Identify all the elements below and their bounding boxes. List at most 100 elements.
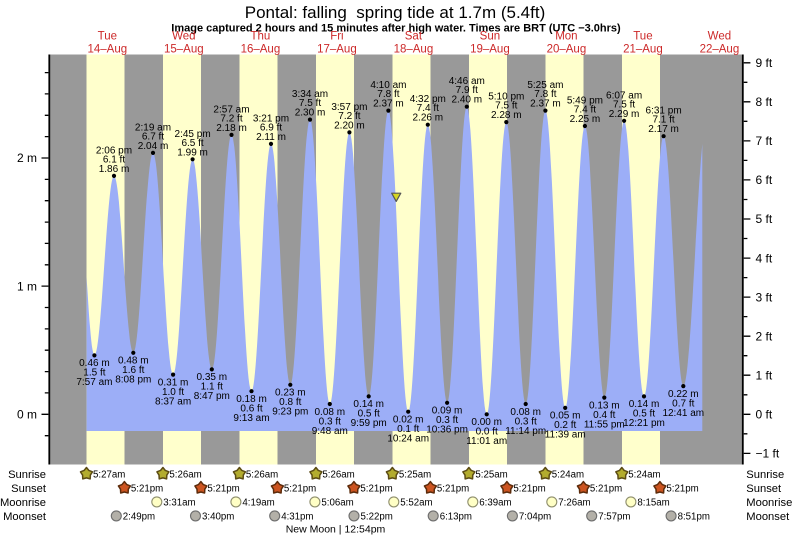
svg-text:3 ft: 3 ft <box>756 290 773 304</box>
svg-text:6:39am: 6:39am <box>479 498 511 509</box>
svg-text:2.11 m: 2.11 m <box>256 132 286 143</box>
svg-text:6 ft: 6 ft <box>756 173 773 187</box>
svg-text:0.48 m: 0.48 m <box>118 356 149 367</box>
svg-text:5:25 am: 5:25 am <box>527 80 563 91</box>
svg-text:2.20 m: 2.20 m <box>334 120 365 131</box>
svg-text:New Moon | 12:54pm: New Moon | 12:54pm <box>286 524 386 536</box>
svg-text:9:13 am: 9:13 am <box>233 413 269 424</box>
svg-text:2:45 pm: 2:45 pm <box>175 129 211 140</box>
svg-text:5:21pm: 5:21pm <box>131 484 163 495</box>
svg-text:5:26am: 5:26am <box>322 470 354 481</box>
svg-text:8:47 pm: 8:47 pm <box>194 391 230 402</box>
svg-text:7.2 ft: 7.2 ft <box>338 111 360 122</box>
svg-text:6.1 ft: 6.1 ft <box>103 154 125 165</box>
svg-text:7.5 ft: 7.5 ft <box>495 101 517 112</box>
svg-text:4:19am: 4:19am <box>242 498 274 509</box>
svg-text:8:37 am: 8:37 am <box>155 396 191 407</box>
svg-text:2.18 m: 2.18 m <box>216 123 247 134</box>
svg-text:5:21pm: 5:21pm <box>284 484 316 495</box>
svg-text:9:59 pm: 9:59 pm <box>351 418 387 429</box>
svg-text:9:23 pm: 9:23 pm <box>272 407 308 418</box>
svg-text:Moonset: Moonset <box>746 511 790 523</box>
svg-text:2.30 m: 2.30 m <box>295 108 326 119</box>
svg-text:Sunset: Sunset <box>11 483 47 495</box>
svg-text:5:21pm: 5:21pm <box>590 484 622 495</box>
svg-text:−1 ft: −1 ft <box>756 447 780 461</box>
svg-text:0 m: 0 m <box>17 408 37 422</box>
svg-text:12:21 pm: 12:21 pm <box>623 418 665 429</box>
svg-text:3:34 am: 3:34 am <box>292 89 328 100</box>
svg-text:0.13 m: 0.13 m <box>589 400 620 411</box>
svg-text:0.08 m: 0.08 m <box>315 407 346 418</box>
svg-text:0.0 ft: 0.0 ft <box>476 427 498 438</box>
svg-text:2:57 am: 2:57 am <box>213 104 249 115</box>
svg-text:3:31am: 3:31am <box>163 498 195 509</box>
svg-text:11:55 pm: 11:55 pm <box>584 419 625 430</box>
svg-text:14–Aug: 14–Aug <box>87 44 127 56</box>
svg-text:5:21pm: 5:21pm <box>207 484 239 495</box>
svg-text:Thu: Thu <box>250 31 270 43</box>
svg-text:7:57pm: 7:57pm <box>598 512 630 523</box>
svg-text:4:31pm: 4:31pm <box>281 512 313 523</box>
svg-text:7:57 am: 7:57 am <box>76 377 112 388</box>
svg-text:2.04 m: 2.04 m <box>138 141 169 152</box>
svg-text:1.0 ft: 1.0 ft <box>162 387 184 398</box>
svg-text:17–Aug: 17–Aug <box>317 44 357 56</box>
svg-text:0.31 m: 0.31 m <box>158 377 189 388</box>
svg-text:Sunset: Sunset <box>746 483 782 495</box>
svg-text:5:27am: 5:27am <box>93 470 125 481</box>
svg-text:Wed: Wed <box>172 31 195 43</box>
svg-text:10:24 am: 10:24 am <box>387 434 429 445</box>
svg-text:5:25am: 5:25am <box>475 470 507 481</box>
svg-text:6.9 ft: 6.9 ft <box>260 122 282 133</box>
svg-text:5:10 pm: 5:10 pm <box>488 92 524 103</box>
svg-text:Moonrise: Moonrise <box>0 497 46 509</box>
svg-text:0.1 ft: 0.1 ft <box>397 424 419 435</box>
svg-text:5:25am: 5:25am <box>399 470 431 481</box>
svg-text:Sun: Sun <box>480 31 500 43</box>
svg-text:5:24am: 5:24am <box>552 470 584 481</box>
svg-text:0.18 m: 0.18 m <box>236 394 267 405</box>
svg-text:0.08 m: 0.08 m <box>510 407 541 418</box>
svg-text:2.37 m: 2.37 m <box>530 99 561 110</box>
svg-text:5:06am: 5:06am <box>321 498 353 509</box>
svg-text:0.02 m: 0.02 m <box>393 415 424 426</box>
svg-text:Mon: Mon <box>555 31 577 43</box>
svg-text:7:26am: 7:26am <box>558 498 590 509</box>
svg-text:7.5 ft: 7.5 ft <box>613 99 635 110</box>
svg-text:5:49 pm: 5:49 pm <box>567 96 603 107</box>
svg-text:5:24am: 5:24am <box>628 470 660 481</box>
svg-text:9 ft: 9 ft <box>756 56 773 70</box>
svg-text:7 ft: 7 ft <box>756 134 773 148</box>
svg-text:5:21pm: 5:21pm <box>666 484 698 495</box>
svg-text:2.29 m: 2.29 m <box>609 109 640 120</box>
svg-text:1.6 ft: 1.6 ft <box>122 365 144 376</box>
svg-text:4:32 pm: 4:32 pm <box>410 94 446 105</box>
svg-text:7.2 ft: 7.2 ft <box>220 113 242 124</box>
svg-text:0.2 ft: 0.2 ft <box>554 420 576 431</box>
svg-text:2 ft: 2 ft <box>756 329 773 343</box>
svg-text:8:08 pm: 8:08 pm <box>115 375 151 386</box>
svg-text:0.3 ft: 0.3 ft <box>319 416 341 427</box>
svg-text:2.40 m: 2.40 m <box>452 95 483 106</box>
svg-text:0.05 m: 0.05 m <box>550 411 581 422</box>
svg-text:0.7 ft: 0.7 ft <box>672 398 694 409</box>
svg-text:2:19 am: 2:19 am <box>135 122 171 133</box>
svg-text:2.37 m: 2.37 m <box>373 99 404 110</box>
svg-text:Tue: Tue <box>98 31 117 43</box>
svg-text:1.86 m: 1.86 m <box>99 164 130 175</box>
svg-text:5:21pm: 5:21pm <box>360 484 392 495</box>
svg-text:0.14 m: 0.14 m <box>629 399 660 410</box>
svg-text:Moonset: Moonset <box>3 511 47 523</box>
svg-text:0.6 ft: 0.6 ft <box>240 404 262 415</box>
svg-text:Moonrise: Moonrise <box>746 497 792 509</box>
svg-text:Sat: Sat <box>405 31 423 43</box>
svg-text:2.28 m: 2.28 m <box>491 110 522 121</box>
svg-text:7.4 ft: 7.4 ft <box>574 105 596 116</box>
svg-text:7.9 ft: 7.9 ft <box>456 85 478 96</box>
svg-text:3:40pm: 3:40pm <box>202 512 234 523</box>
svg-text:Wed: Wed <box>708 31 731 43</box>
svg-text:8:51pm: 8:51pm <box>678 512 710 523</box>
svg-text:0.23 m: 0.23 m <box>275 388 306 399</box>
svg-text:5:21pm: 5:21pm <box>437 484 469 495</box>
